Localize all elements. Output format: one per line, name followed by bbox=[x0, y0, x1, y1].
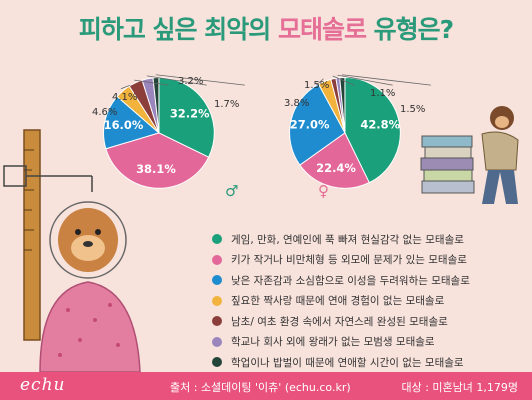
target-text: 대상 : 미혼남녀 1,179명 bbox=[401, 381, 518, 394]
legend-item: 남초/ 여초 환경 속에서 자연스레 완성된 모태솔로 bbox=[212, 311, 532, 332]
legend-label: 낮은 자존감과 소심함으로 이성을 두려워하는 모태솔로 bbox=[231, 274, 470, 287]
outer-slice-label: 1.5% bbox=[304, 80, 330, 91]
outer-slice-label: 3.2% bbox=[178, 76, 204, 87]
legend-label: 키가 작거나 비만체형 등 외모에 문제가 있는 모태솔로 bbox=[231, 254, 467, 267]
legend-dot bbox=[212, 254, 222, 265]
leader-line bbox=[155, 74, 245, 86]
pie-slice bbox=[344, 77, 401, 184]
legend-item: 낮은 자존감과 소심함으로 이성을 두려워하는 모태솔로 bbox=[212, 270, 532, 291]
pie-chart-male: 32.2% 38.1% 16.0% bbox=[103, 74, 245, 189]
footer: echu 출처 : 소셜데이팅 '이츄' (echu.co.kr) 대상 : 미… bbox=[0, 372, 532, 400]
title-part-1: 피하고 싶은 최악의 bbox=[78, 15, 278, 44]
pie-slice bbox=[299, 132, 370, 189]
outer-slice-label: 1.7% bbox=[214, 99, 240, 110]
legend-item: 학교나 회사 외에 왕래가 없는 모범생 모태솔로 bbox=[212, 332, 532, 353]
leader-line bbox=[337, 74, 393, 86]
male-symbol: ♂ bbox=[225, 182, 239, 200]
legend-dot bbox=[212, 295, 222, 306]
pie-slice bbox=[339, 77, 346, 133]
source-text: 출처 : 소셜데이팅 '이츄' (echu.co.kr) bbox=[170, 381, 351, 394]
legend-dot bbox=[212, 275, 222, 286]
slice-label: 42.8% bbox=[360, 118, 400, 132]
pie-slice bbox=[289, 83, 346, 166]
leader-line bbox=[120, 84, 131, 90]
legend-label: 짚요한 짝사랑 때문에 연애 경험이 없는 모태솔로 bbox=[231, 295, 445, 308]
legend-label: 학업이나 밥벌이 때문에 연애할 시간이 없는 모태솔로 bbox=[231, 356, 464, 369]
legend-label: 게임, 만화, 연예인에 푹 빠져 현실감각 없는 모태솔로 bbox=[231, 233, 464, 246]
slice-label: 32.2% bbox=[170, 106, 210, 120]
leader-line bbox=[316, 78, 324, 86]
outer-slice-label: 4.6% bbox=[92, 107, 118, 118]
leader-line bbox=[332, 75, 355, 86]
legend-item: 게임, 만화, 연예인에 푹 빠져 현실감각 없는 모태솔로 bbox=[212, 229, 532, 250]
outer-slice-label: 1.5% bbox=[400, 104, 426, 115]
leader-line bbox=[146, 75, 207, 86]
slice-label: 16.0% bbox=[104, 118, 144, 132]
legend-item: 짚요한 짝사랑 때문에 연애 경험이 없는 모태솔로 bbox=[212, 291, 532, 312]
pie-slice bbox=[103, 95, 160, 150]
slice-label: 38.1% bbox=[136, 162, 176, 176]
legend-dot bbox=[212, 336, 222, 347]
legend-item: 키가 작거나 비만체형 등 외모에 문제가 있는 모태솔로 bbox=[212, 250, 532, 271]
leader-line bbox=[134, 79, 169, 86]
legend-item: 학업이나 밥벌이 때문에 연애할 시간이 없는 모태솔로 bbox=[212, 352, 532, 373]
title-part-3: 유형은? bbox=[365, 15, 455, 44]
pie-slice bbox=[158, 77, 215, 158]
outer-slice-label: 1.1% bbox=[370, 88, 396, 99]
female-symbol: ♀ bbox=[318, 182, 329, 200]
leader-line bbox=[342, 74, 431, 86]
legend-dot bbox=[212, 357, 222, 368]
character-illustration-right bbox=[420, 106, 519, 204]
legend-label: 남초/ 여초 환경 속에서 자연스레 완성된 모태솔로 bbox=[231, 315, 448, 328]
outer-slice-label: 3.8% bbox=[284, 98, 310, 109]
echu-logo: echu bbox=[20, 375, 66, 395]
legend-dot bbox=[212, 234, 222, 245]
slice-label: 22.4% bbox=[316, 161, 356, 175]
slice-label: 27.0% bbox=[290, 118, 330, 132]
pie-slice bbox=[105, 132, 210, 189]
legend: 게임, 만화, 연예인에 푹 빠져 현실감각 없는 모태솔로 키가 작거나 비만… bbox=[212, 229, 532, 373]
character-illustration-left bbox=[3, 129, 141, 372]
page-title: 피하고 싶은 최악의 모태솔로 유형은? bbox=[0, 10, 532, 46]
outer-slice-label: 4.1% bbox=[112, 92, 138, 103]
pie-chart-female: 42.8% 22.4% 27.0% bbox=[289, 74, 431, 189]
title-highlight: 모태솔로 bbox=[277, 15, 367, 44]
legend-dot bbox=[212, 316, 222, 327]
legend-label: 학교나 회사 외에 왕래가 없는 모범생 모태솔로 bbox=[231, 336, 435, 349]
